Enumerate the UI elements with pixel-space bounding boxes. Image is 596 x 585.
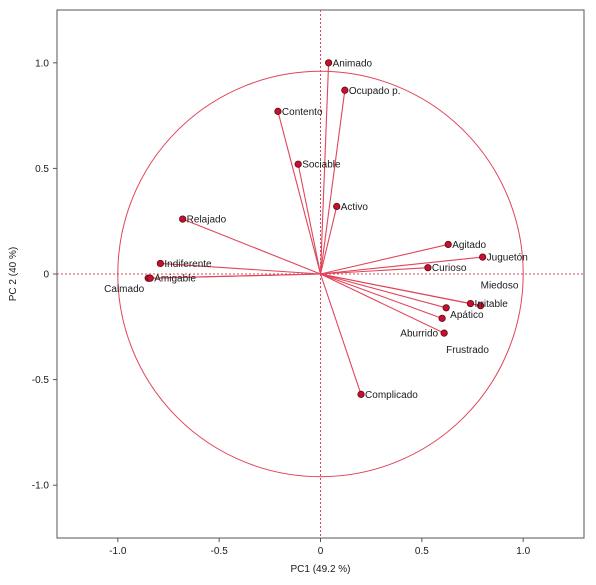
x-tick-label: 0	[318, 546, 324, 557]
vector-relajado	[182, 218, 321, 275]
label-jugueton: Juguetón	[487, 253, 528, 264]
label-curioso: Curioso	[432, 263, 467, 274]
vector-animado	[319, 62, 330, 275]
label-contento: Contento	[282, 107, 323, 118]
label-activo: Activo	[341, 202, 369, 213]
point-animado	[325, 59, 333, 67]
label-frustrado: Frustrado	[446, 345, 489, 356]
vector-irritable	[320, 273, 471, 305]
label-indiferente: Indiferente	[164, 259, 212, 270]
label-miedoso: Miedoso	[481, 281, 519, 292]
point-indiferente	[156, 259, 164, 268]
point-ocupado-p	[341, 86, 349, 94]
vector-activo	[319, 206, 338, 275]
point-apatico	[442, 304, 450, 312]
x-tick-label: 1.0	[516, 546, 530, 557]
vector-sociable	[297, 164, 322, 275]
point-activo	[333, 202, 341, 211]
point-contento	[274, 107, 282, 115]
vector-frustrado	[320, 273, 445, 334]
label-apatico: Apático	[450, 310, 484, 321]
point-relajado	[179, 215, 187, 223]
point-frustrado	[440, 329, 448, 337]
vector-amigable	[150, 273, 321, 279]
label-amigable: Amigable	[154, 274, 196, 285]
y-axis-label: PC 2 (40 %)	[8, 247, 19, 301]
y-axis-ticks: -1.0 -0.5 0 0.5 1.0	[32, 58, 57, 492]
y-tick-label: -1.0	[32, 481, 50, 492]
x-tick-label: -1.0	[109, 546, 127, 557]
point-miedoso	[477, 302, 485, 310]
point-amigable	[146, 274, 154, 282]
x-axis-ticks: -1.0 -0.5 0 0.5 1.0	[109, 538, 531, 557]
point-sociable	[294, 160, 302, 168]
point-agitado	[444, 240, 452, 249]
vector-jugueton	[320, 256, 483, 275]
y-tick-label: 1.0	[35, 58, 49, 69]
point-irritable	[466, 299, 475, 308]
loading-vectors	[148, 62, 483, 395]
label-ocupado-p: Ocupado p.	[349, 86, 401, 97]
x-axis-label: PC1 (49.2 %)	[290, 564, 350, 575]
label-agitado: Agitado	[452, 240, 486, 251]
vector-curioso	[320, 267, 428, 275]
vector-agitado	[320, 243, 449, 275]
vector-aburrido	[320, 273, 443, 319]
point-jugueton	[479, 253, 487, 261]
vector-apatico	[320, 273, 447, 309]
point-curioso	[424, 264, 432, 272]
point-complicado	[357, 390, 365, 398]
label-irritable: Irritable	[474, 299, 508, 310]
label-sociable: Sociable	[302, 160, 341, 171]
label-relajado: Relajado	[187, 215, 227, 226]
x-tick-label: -0.5	[211, 546, 229, 557]
x-tick-label: 0.5	[415, 546, 429, 557]
y-tick-label: 0.5	[35, 164, 49, 175]
vector-complicado	[319, 273, 362, 395]
label-animado: Animado	[333, 58, 373, 69]
y-tick-label: 0	[43, 270, 49, 281]
label-aburrido: Aburrido	[400, 328, 438, 339]
label-calmado: Calmado	[104, 284, 144, 295]
y-tick-label: -0.5	[32, 375, 50, 386]
correlation-circle	[117, 70, 524, 478]
point-labels: Animado Ocupado p. Contento Sociable Activo R…	[104, 58, 528, 401]
vector-contento	[277, 111, 322, 275]
vector-ocupado-p	[319, 90, 346, 275]
label-complicado: Complicado	[365, 390, 418, 401]
point-aburrido	[438, 314, 446, 322]
vector-indiferente	[160, 262, 321, 275]
loading-points	[144, 59, 487, 398]
